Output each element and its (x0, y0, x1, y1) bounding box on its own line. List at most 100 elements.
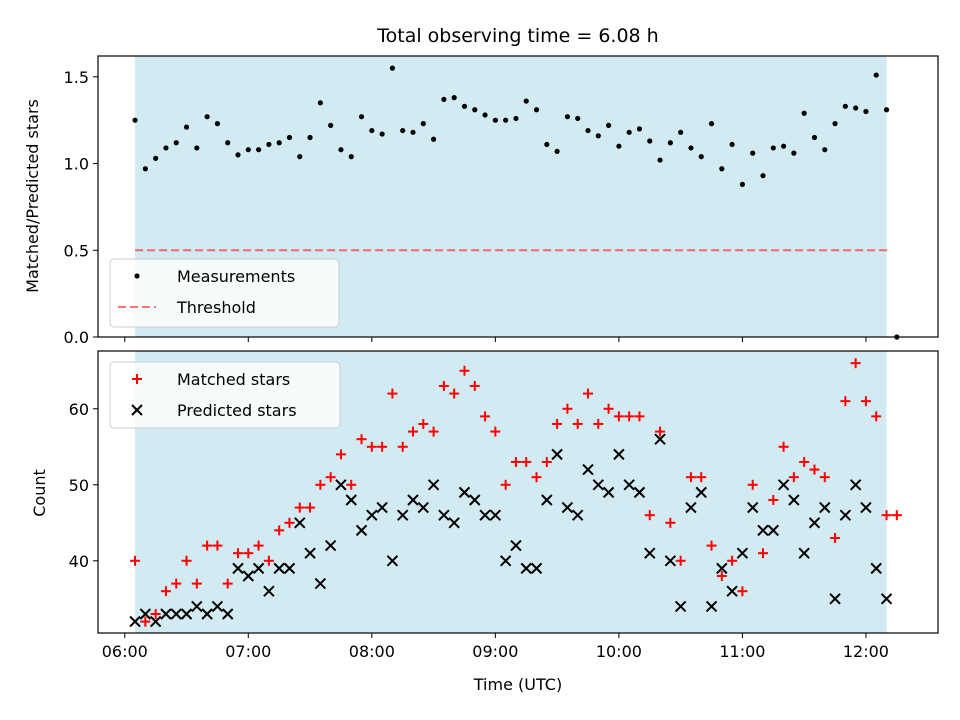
measurement-point (575, 115, 581, 122)
matched-star-point (181, 555, 192, 566)
matched-star-point (562, 403, 573, 414)
predicted-star-point-b (685, 501, 697, 514)
predicted-star-point (160, 608, 172, 620)
predicted-star-point-b (242, 570, 255, 582)
predicted-star-point (561, 501, 574, 514)
x-tick-label: 10:00 (596, 642, 642, 661)
predicted-star-point-b (767, 524, 780, 537)
measurement-point (791, 150, 797, 156)
measurement-point (482, 112, 488, 118)
predicted-star-point-b (623, 479, 635, 491)
measurement-point (626, 129, 632, 135)
measurement-point (235, 152, 241, 158)
predicted-star-point (716, 562, 728, 575)
x-tick-label: 12:00 (843, 642, 889, 661)
predicted-star-point-b (469, 494, 481, 506)
matched-star-point (809, 464, 820, 475)
x-tick-label: 08:00 (349, 642, 395, 661)
matched-star-point (737, 586, 748, 597)
measurement-point (338, 147, 344, 153)
measurement-point (657, 157, 663, 163)
predicted-star-point-b (386, 555, 399, 567)
predicted-star-point-b (345, 494, 357, 506)
measurement-point (492, 117, 498, 123)
predicted-star-point-b (427, 479, 440, 491)
predicted-star-point-b (129, 615, 141, 628)
matched-star-point (768, 494, 779, 505)
predicted-star-point-b (726, 585, 738, 597)
predicted-star-point (263, 585, 275, 597)
predicted-star-point-b (201, 608, 213, 620)
predicted-star-point (149, 615, 162, 628)
predicted-star-point-b (149, 615, 162, 628)
predicted-star-point-b (438, 509, 450, 521)
predicted-star-point (396, 509, 409, 521)
measurement-point (348, 154, 354, 160)
bottom-y-tick-label: 60 (69, 400, 89, 419)
measurement-point (307, 134, 313, 141)
predicted-star-point (386, 555, 399, 567)
predicted-star-point-b (664, 555, 677, 567)
measurement-point (276, 140, 282, 146)
predicted-star-point-b (798, 547, 810, 559)
matched-star-point (171, 578, 182, 589)
measurement-point (297, 154, 303, 160)
measurement-point (194, 145, 200, 151)
predicted-star-point-b (551, 448, 563, 461)
predicted-star-point (819, 501, 831, 514)
measurement-point (873, 72, 879, 78)
measurement-point (780, 143, 787, 149)
predicted-star-point (880, 593, 893, 605)
predicted-star-point-b (489, 509, 502, 521)
measurement-point (585, 127, 591, 134)
matched-star-point (758, 548, 768, 559)
matched-star-point (346, 479, 357, 490)
matched-star-point (315, 479, 326, 490)
predicted-star-point (211, 600, 224, 613)
predicted-star-point (469, 494, 481, 506)
matched-star-point (624, 411, 635, 422)
predicted-star-point (458, 486, 471, 499)
measurement-point (770, 145, 776, 151)
bottom-y-axis-label: Count (30, 469, 49, 517)
measurement-point (605, 122, 612, 128)
measurement-point (328, 122, 334, 128)
matched-star-point (788, 472, 799, 483)
bottom-legend-box (109, 361, 341, 429)
predicted-star-point-b (839, 509, 852, 521)
predicted-star-point (283, 562, 296, 575)
matched-star-point (840, 396, 851, 407)
matched-star-point (387, 388, 398, 399)
predicted-star-point (438, 509, 450, 521)
matched-star-point (243, 548, 254, 559)
matched-star-point (881, 510, 892, 521)
predicted-star-point (479, 509, 491, 521)
matched-star-point (233, 548, 243, 559)
predicted-star-point-b (644, 547, 656, 559)
measurement-point (822, 147, 828, 153)
matched-star-point (305, 502, 316, 513)
predicted-star-point-b (407, 494, 419, 506)
bottom-axes-frame (97, 350, 939, 634)
predicted-star-point-b (232, 562, 244, 575)
bottom-legend: Matched stars Predicted stars (109, 361, 341, 429)
predicted-star-point (736, 547, 749, 559)
predicted-star-point (376, 501, 388, 514)
measurement-point (163, 145, 169, 151)
predicted-star-point (613, 448, 625, 461)
matched-star-point (356, 434, 367, 445)
predicted-star-point (644, 547, 656, 559)
predicted-star-point (335, 479, 347, 491)
top-axes-frame (97, 55, 939, 338)
matched-star-point (830, 532, 841, 543)
matched-star-point (438, 380, 449, 391)
predicted-star-point (571, 509, 584, 521)
measurement-point (245, 147, 251, 153)
measurement-point (441, 96, 447, 102)
predicted-star-point (304, 547, 316, 559)
matched-star-point (274, 525, 285, 536)
measurement-point (533, 107, 540, 113)
measurement-point (513, 115, 519, 122)
predicted-star-point (705, 600, 718, 613)
predicted-star-point (664, 555, 677, 567)
